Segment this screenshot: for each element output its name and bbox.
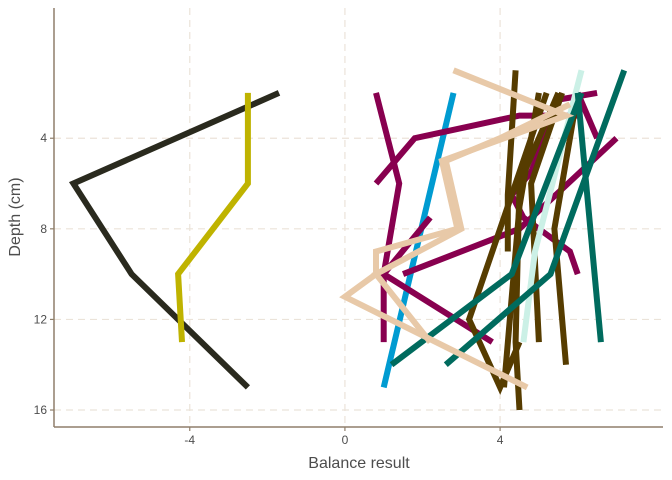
y-tick-label: 4: [40, 131, 47, 145]
series-line-19: [574, 92, 604, 343]
axes: [50, 8, 663, 431]
series-layer: [68, 67, 628, 411]
series-line-21: [371, 101, 572, 344]
x-tick-label: -4: [184, 433, 195, 447]
series-line-14: [551, 92, 581, 365]
series-line-20: [339, 67, 575, 391]
series-line-1: [68, 90, 281, 390]
gridlines: [54, 8, 663, 427]
series-line-2: [175, 92, 251, 343]
y-tick-label: 8: [40, 222, 47, 236]
series-line-18: [389, 91, 585, 368]
series-line-17: [443, 69, 628, 367]
x-axis-title: Balance result: [308, 455, 410, 472]
series-line-6: [373, 92, 403, 343]
y-tick-label: 16: [34, 403, 48, 417]
y-axis-title: Depth (cm): [7, 177, 24, 256]
x-tick-label: 4: [497, 433, 504, 447]
series-line-10: [504, 70, 519, 252]
tick-labels: -4 0 4 4 8 12 16: [34, 131, 504, 447]
x-tick-label: 0: [342, 433, 349, 447]
y-tick-label: 12: [34, 312, 48, 326]
series-line-11: [465, 91, 550, 395]
